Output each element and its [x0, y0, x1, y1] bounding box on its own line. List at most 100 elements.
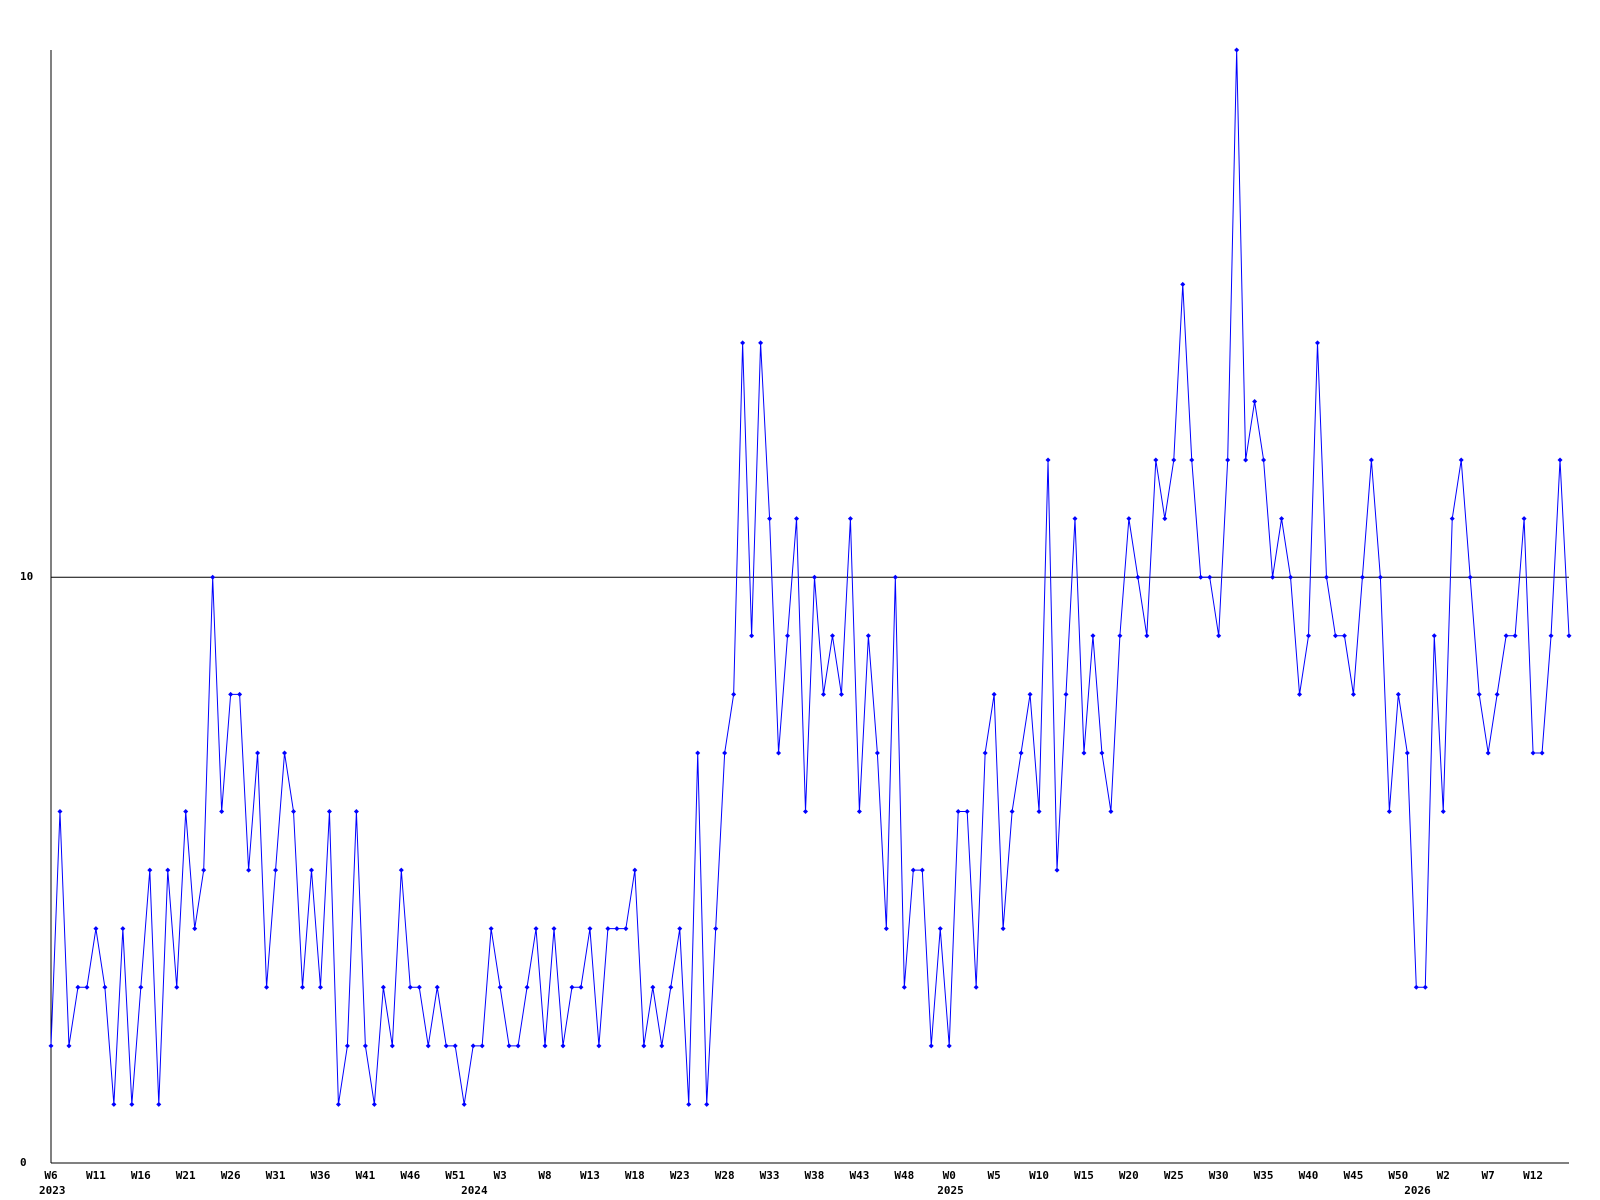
data-point — [300, 984, 306, 990]
data-point — [847, 516, 853, 522]
y-tick-label: 0 — [20, 1156, 27, 1169]
data-point — [632, 867, 638, 873]
data-point — [1216, 633, 1222, 639]
data-point — [901, 984, 907, 990]
data-point — [120, 926, 126, 932]
data-point — [928, 1043, 934, 1049]
data-point — [147, 867, 153, 873]
x-tick-label: W0 — [943, 1169, 956, 1182]
data-point — [488, 926, 494, 932]
data-point — [165, 867, 171, 873]
data-point — [443, 1043, 449, 1049]
data-point — [955, 809, 961, 815]
data-point — [273, 867, 279, 873]
x-tick-label: W15 — [1074, 1169, 1094, 1182]
data-point — [1503, 633, 1509, 639]
data-point — [1099, 750, 1105, 756]
x-tick-label: W31 — [266, 1169, 286, 1182]
data-point — [1144, 633, 1150, 639]
data-point — [767, 516, 773, 522]
x-tick-label: W8 — [538, 1169, 551, 1182]
x-tick-label: W21 — [176, 1169, 196, 1182]
x-tick-label: W28 — [715, 1169, 735, 1182]
data-point — [1171, 457, 1177, 463]
data-point — [102, 984, 108, 990]
data-point — [560, 1043, 566, 1049]
data-point — [1090, 633, 1096, 639]
data-point — [1297, 691, 1303, 697]
x-tick-label: W45 — [1343, 1169, 1363, 1182]
data-point — [722, 750, 728, 756]
data-point — [1350, 691, 1356, 697]
data-point — [731, 691, 737, 697]
x-tick-label: W46 — [400, 1169, 420, 1182]
data-point — [371, 1101, 377, 1107]
data-point — [677, 926, 683, 932]
data-point — [380, 984, 386, 990]
x-tick-label: W20 — [1119, 1169, 1139, 1182]
data-point — [1261, 457, 1267, 463]
data-point — [461, 1101, 467, 1107]
data-point — [1153, 457, 1159, 463]
data-point — [192, 926, 198, 932]
data-point — [353, 809, 359, 815]
data-point — [740, 340, 746, 346]
data-point — [434, 984, 440, 990]
x-year-label: 2025 — [937, 1184, 964, 1197]
data-point — [1018, 750, 1024, 756]
data-point — [246, 867, 252, 873]
data-point — [255, 750, 261, 756]
data-point — [515, 1043, 521, 1049]
data-point — [1386, 809, 1392, 815]
data-point — [1243, 457, 1249, 463]
data-point — [1279, 516, 1285, 522]
data-point — [66, 1043, 72, 1049]
x-tick-label: W35 — [1254, 1169, 1274, 1182]
data-point — [883, 926, 889, 932]
data-point — [1288, 574, 1294, 580]
data-point — [264, 984, 270, 990]
x-tick-label: W12 — [1523, 1169, 1543, 1182]
data-point — [713, 926, 719, 932]
data-point — [1566, 633, 1572, 639]
data-point — [317, 984, 323, 990]
data-point — [1494, 691, 1500, 697]
x-year-label: 2026 — [1404, 1184, 1431, 1197]
data-point — [1009, 809, 1015, 815]
x-year-label: 2023 — [39, 1184, 66, 1197]
data-point — [156, 1101, 162, 1107]
data-point — [452, 1043, 458, 1049]
data-point — [1476, 691, 1482, 697]
x-tick-label: W16 — [131, 1169, 151, 1182]
data-point — [910, 867, 916, 873]
data-point — [659, 1043, 665, 1049]
x-tick-label: W11 — [86, 1169, 106, 1182]
data-point — [820, 691, 826, 697]
x-tick-label: W51 — [445, 1169, 465, 1182]
data-point — [219, 809, 225, 815]
data-point — [425, 1043, 431, 1049]
data-point — [291, 809, 297, 815]
data-point — [308, 867, 314, 873]
data-point — [623, 926, 629, 932]
data-point — [1485, 750, 1491, 756]
data-point — [84, 984, 90, 990]
data-point — [892, 574, 898, 580]
x-tick-label: W10 — [1029, 1169, 1049, 1182]
data-point — [479, 1043, 485, 1049]
data-point — [1521, 516, 1527, 522]
data-point — [1440, 809, 1446, 815]
x-tick-label: W23 — [670, 1169, 690, 1182]
data-point — [937, 926, 943, 932]
x-tick-label: W5 — [988, 1169, 1001, 1182]
data-point — [1081, 750, 1087, 756]
data-point — [749, 633, 755, 639]
data-point — [524, 984, 530, 990]
data-point — [497, 984, 503, 990]
data-point — [614, 926, 620, 932]
data-point — [1323, 574, 1329, 580]
data-point — [237, 691, 243, 697]
data-point — [785, 633, 791, 639]
data-point — [686, 1101, 692, 1107]
